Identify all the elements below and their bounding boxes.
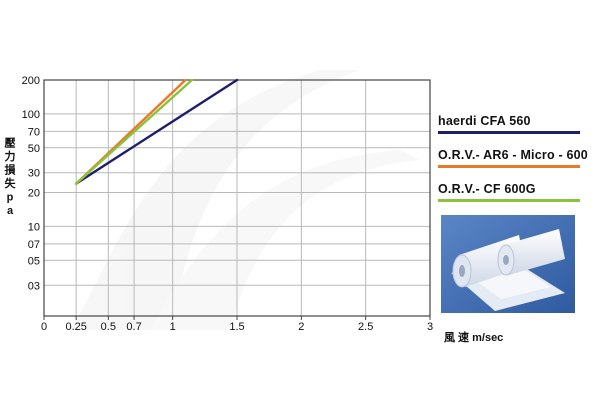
x-tick-label: 1 (170, 321, 176, 333)
x-tick-label: 1.5 (229, 321, 244, 333)
y-axis-label: 壓力損失 p a (5, 136, 17, 217)
legend-swatch (438, 165, 580, 168)
series-line-0 (74, 78, 239, 185)
y-tick-label: 07 (28, 239, 40, 251)
background-watermark (70, 70, 420, 330)
legend-label: O.R.V.- AR6 - Micro - 600 (438, 148, 588, 162)
legend-label: O.R.V.- CF 600G (438, 182, 536, 196)
y-axis-ticks: 200 100 70 50 30 20 10 07 05 03 (22, 75, 40, 292)
legend-item-0: haerdi CFA 560 (438, 114, 580, 134)
y-tick-label: 20 (28, 188, 40, 200)
y-tick-label: 10 (28, 221, 40, 233)
x-tick-label: 2.5 (358, 321, 373, 333)
y-tick-label: 05 (28, 255, 40, 267)
y-tick-label: 200 (22, 75, 40, 87)
series-lines (74, 78, 239, 185)
x-tick-label: 2 (298, 321, 304, 333)
y-tick-label: 70 (28, 126, 40, 138)
legend-item-1: O.R.V.- AR6 - Micro - 600 (438, 148, 588, 168)
x-axis-label: 風 速 m/sec (444, 330, 503, 344)
x-tick-label: 3 (427, 321, 433, 333)
x-tick-label: 0 (41, 321, 47, 333)
legend-label: haerdi CFA 560 (438, 114, 531, 128)
legend-item-2: O.R.V.- CF 600G (438, 182, 580, 202)
grid (44, 80, 430, 316)
y-tick-label: 30 (28, 168, 40, 180)
legend-swatch (438, 199, 580, 202)
filter-media-rolls-image (441, 215, 575, 313)
x-axis-ticks: 0 0.25 0.5 0.7 1 1.5 2 2.5 3 (41, 316, 433, 333)
series-line-2 (74, 78, 194, 185)
y-tick-label: 03 (28, 280, 40, 292)
y-tick-label: 50 (28, 143, 40, 155)
x-tick-label: 0.25 (65, 321, 86, 333)
x-tick-label: 0.5 (101, 321, 116, 333)
y-tick-label: 100 (22, 109, 40, 121)
x-tick-label: 0.7 (126, 321, 141, 333)
legend-swatch (438, 131, 580, 134)
